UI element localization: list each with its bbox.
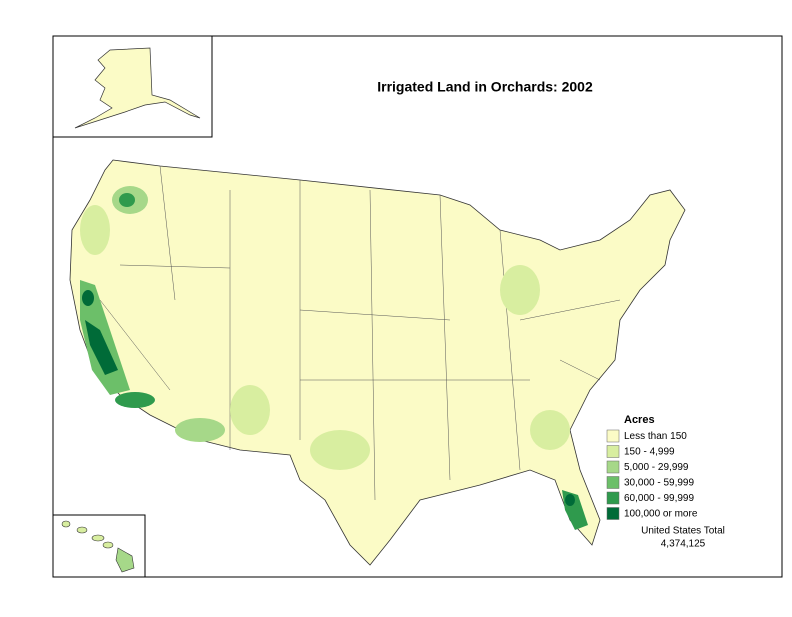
legend-swatch [606, 445, 620, 458]
hawaii [61, 520, 135, 573]
legend-label: 5,000 - 29,999 [624, 462, 689, 473]
legend-swatch [606, 460, 620, 474]
legend-swatch [606, 491, 620, 505]
legend-label: 30,000 - 59,999 [624, 478, 694, 489]
state-borders [99, 165, 621, 501]
legend-title: Acres [624, 414, 655, 426]
legend-swatch [606, 476, 620, 489]
total-label: United States Total [641, 526, 725, 537]
legend-swatch [606, 507, 620, 520]
map-title: Irrigated Land in Orchards: 2002 [377, 79, 593, 95]
alaska [74, 47, 201, 129]
legend-label: 100,000 or more [624, 509, 698, 520]
orchard-areas [80, 186, 588, 530]
legend-swatch [606, 429, 620, 443]
legend: Less than 150 150 - 4,999 5,000 - 29,999 30… [606, 429, 698, 520]
total-value: 4,374,125 [661, 539, 706, 550]
legend-label: 60,000 - 99,999 [624, 493, 694, 504]
legend-label: 150 - 4,999 [624, 447, 675, 458]
legend-label: Less than 150 [624, 431, 687, 442]
